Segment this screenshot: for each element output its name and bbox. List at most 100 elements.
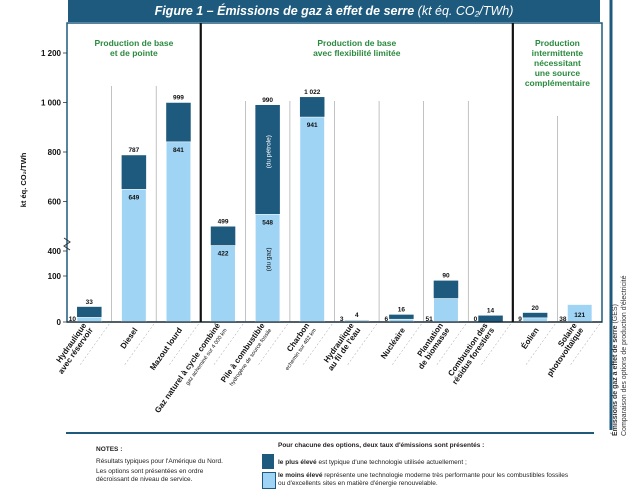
group-title-line: Production: [535, 38, 580, 48]
bar-high-label: 1 022: [304, 89, 321, 96]
bar-high-label: 90: [442, 273, 450, 280]
bar-high-label: 14: [487, 308, 495, 315]
figure-label: Figure 1 –: [154, 4, 214, 18]
y-axis-label: kt éq. CO₂/TWh: [19, 152, 28, 207]
bar-high-tag: (du pétrole): [266, 135, 273, 168]
category-label-line: Nucléaire: [379, 326, 407, 361]
legend-swatch-high: [262, 454, 274, 469]
bar-low-label: 0: [474, 316, 478, 323]
bar-low-label: 548: [262, 219, 273, 226]
bar-low-label: 38: [559, 316, 567, 323]
figure-title: Émissions de gaz à effet de serre: [217, 4, 415, 18]
figure-units: (kt éq. CO₂/TWh): [417, 4, 514, 18]
category-leader: [346, 323, 377, 367]
bar-low: [121, 189, 147, 323]
side-caption-rest: (GES): [612, 304, 619, 324]
y-tick-label: 1 200: [41, 49, 62, 58]
legend-low-rest-1: représente une technologie moderne très …: [322, 472, 569, 479]
group-title-line: complémentaire: [525, 78, 590, 88]
notes-heading: NOTES :: [96, 446, 123, 453]
category-leader: [524, 323, 556, 367]
bar-low-label: 51: [425, 316, 433, 323]
legend-high-rest: est typique d'une technologie utilisée a…: [316, 459, 467, 466]
notes-panel: NOTES : Résultats typiques pour l'Amériq…: [66, 432, 594, 489]
bar-low-tag: (du gaz): [266, 247, 273, 271]
category-label: Diesel: [119, 326, 140, 350]
bar-low-label: 422: [218, 251, 229, 258]
notes-line1: Résultats typiques pour l'Amérique du No…: [96, 458, 223, 465]
group-title-line: Production de base: [94, 38, 173, 48]
bar-low-label: 6: [384, 316, 388, 323]
category-label: Nucléaire: [379, 326, 407, 361]
category-label-line: Mazout lourd: [148, 326, 184, 372]
legend-high-text: le plus élevé est typique d'une technolo…: [278, 459, 467, 467]
side-caption-bold: Émissions de gaz à effet de serre: [612, 325, 619, 437]
category-leader: [480, 323, 511, 367]
bar-high-label: 16: [398, 307, 406, 314]
group-title-line: et de pointe: [110, 48, 158, 58]
bar-high-label: 4: [355, 312, 359, 319]
category-leader: [168, 323, 199, 367]
side-caption: Émissions de gaz à effet de serre (GES) …: [611, 136, 637, 436]
category-leader: [391, 323, 422, 367]
category-label-line: Gaz naturel à cycle combiné: [153, 321, 222, 415]
y-tick-label: 400: [48, 247, 62, 256]
y-tick-label: 100: [48, 272, 62, 281]
legend-heading: Pour chacune des options, deux taux d'ém…: [278, 442, 485, 449]
side-caption-line2: Comparaison des options de production d'…: [621, 275, 628, 436]
bar-low: [165, 141, 192, 323]
legend-low-bold: le moins élevé: [278, 472, 323, 479]
legend-high-bold: le plus élevé: [278, 459, 317, 466]
bar-low: [255, 214, 281, 323]
bar-high: [389, 314, 414, 322]
category-leader: [212, 323, 244, 367]
category-label-line: Diesel: [119, 326, 140, 350]
bar-low-label: 9: [518, 316, 522, 323]
bar-low-label: 10: [69, 316, 77, 323]
bar-high-label: 121: [574, 312, 585, 319]
category-label: Éolien: [520, 326, 541, 351]
y-tick-label: 1 000: [41, 99, 62, 108]
bar-low-label: 841: [173, 147, 184, 154]
category-leader: [257, 323, 288, 367]
bar-high: [478, 315, 503, 322]
bar-high-label: 20: [532, 305, 540, 312]
notes-line2b: décroissant de niveau de service.: [96, 476, 193, 483]
figure-title-bar: Figure 1 – Émissions de gaz à effet de s…: [68, 0, 600, 22]
legend-swatch-low: [262, 472, 276, 489]
bar-high-label: 787: [128, 147, 139, 154]
bar-high-label: 990: [262, 97, 273, 104]
category-label: Mazout lourd: [148, 326, 184, 372]
group-title-line: une source: [535, 68, 581, 78]
bar-high-label: 33: [86, 299, 94, 306]
group-title-line: nécessitant: [534, 58, 581, 68]
legend-low-rest-2: ou d'excellents sites en matière d'énerg…: [278, 480, 438, 487]
y-axis-break: [63, 237, 71, 251]
y-tick-label: 600: [48, 198, 62, 207]
y-tick-label: 800: [48, 148, 62, 157]
legend-low-text: le moins élevé représente une technologi…: [278, 472, 598, 488]
group-title-line: avec flexibilité limitée: [313, 48, 401, 58]
category-leader: [435, 323, 467, 367]
y-tick-label: 0: [57, 318, 62, 327]
bar-high-label: 999: [173, 95, 184, 102]
notes-line2a: Les options sont présentées en ordre: [96, 468, 204, 475]
bar-low-label: 941: [307, 122, 318, 129]
bar-low: [299, 116, 325, 323]
bar-low-label: 3: [340, 316, 344, 323]
category-label-line: Éolien: [520, 326, 541, 351]
bar-low: [210, 245, 236, 323]
bar-low: [522, 317, 548, 323]
bar-low-label: 649: [128, 194, 139, 201]
bar-high: [522, 312, 548, 322]
bar-low: [433, 298, 459, 323]
category-leader: [123, 323, 155, 367]
